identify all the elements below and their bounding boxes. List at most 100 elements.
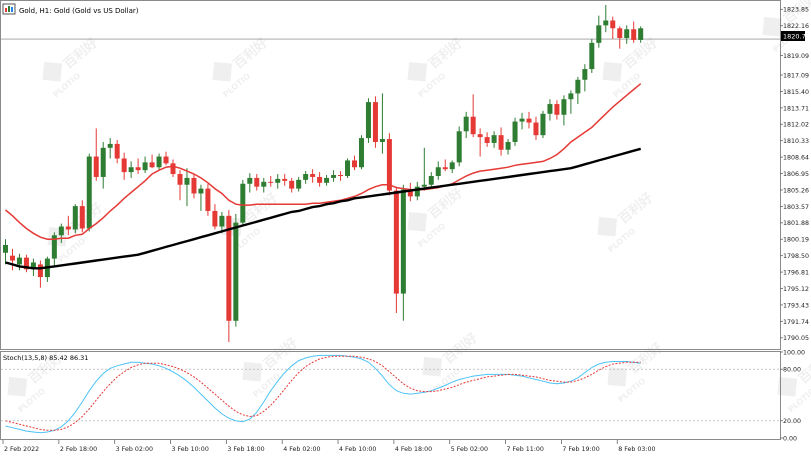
- candle-body: [533, 122, 539, 136]
- time-tick-label: 2 Feb 18:00: [60, 446, 97, 453]
- time-tick-label: 3 Feb 10:00: [172, 446, 209, 453]
- candle-body: [526, 118, 532, 123]
- candle-body: [442, 167, 448, 170]
- price-pane[interactable]: [1, 4, 780, 343]
- price-tick-label: 1805.26: [783, 187, 809, 194]
- stochastic-pane[interactable]: [1, 354, 780, 434]
- candle-body: [135, 167, 141, 171]
- candle-body: [317, 176, 323, 183]
- candle-body: [219, 215, 225, 227]
- price-tick-label: 1806.95: [783, 171, 809, 178]
- watermark-logo: [422, 356, 443, 377]
- watermark-text: 百利好: [231, 35, 271, 72]
- candle-body: [505, 141, 511, 150]
- watermark-logo: [762, 16, 783, 37]
- price-tick-label: 1817.09: [783, 72, 809, 79]
- price-tick-label: 1815.40: [783, 89, 809, 96]
- candle-body: [352, 160, 357, 168]
- time-tick-label: 3 Feb 02:00: [116, 446, 153, 453]
- candle-body: [107, 143, 113, 148]
- candle-body: [198, 188, 204, 194]
- price-tick-label: 1823.85: [783, 7, 809, 14]
- candle-body: [184, 177, 190, 185]
- watermark-text: 百利好: [261, 335, 301, 372]
- watermark-logo: [407, 61, 428, 82]
- candle-body: [470, 116, 476, 135]
- time-tick-label: 2 Feb 2022: [4, 446, 39, 453]
- candle-body: [268, 181, 274, 183]
- price-tick-label: 1796.81: [783, 270, 809, 277]
- candle-body: [568, 93, 574, 100]
- stoch-tick-label: 80.00: [783, 367, 801, 374]
- watermark-logo: [7, 376, 28, 397]
- watermark-logo: [242, 361, 263, 382]
- candle-body: [345, 160, 351, 176]
- watermark-logo: [212, 61, 233, 82]
- candle-body: [365, 102, 371, 139]
- candle-body: [58, 226, 64, 236]
- price-tick-label: 1801.88: [783, 220, 809, 227]
- candle-body: [449, 162, 455, 170]
- time-tick-label: 4 Feb 18:00: [395, 446, 432, 453]
- candle-body: [121, 158, 127, 173]
- candle-body: [498, 135, 504, 150]
- candle-body: [9, 255, 15, 261]
- candle-body: [540, 113, 546, 136]
- candle-body: [631, 29, 637, 40]
- price-tick-label: 1803.57: [783, 204, 809, 211]
- candle-body: [296, 179, 302, 189]
- watermark-logo: [597, 216, 618, 237]
- candle-body: [233, 222, 239, 321]
- candle-body: [421, 184, 427, 187]
- candle-body: [603, 20, 609, 26]
- stochastic-axis: 100.00 80.00 20.00 0.00: [780, 349, 805, 442]
- candle-body: [617, 28, 623, 38]
- price-tick-label: 1808.64: [783, 155, 809, 162]
- candle-body: [484, 137, 490, 143]
- watermark-logo: [777, 376, 798, 397]
- stoch-pane-border: [0, 351, 781, 440]
- price-tick-label: 1819.09: [783, 53, 809, 60]
- current-price-tag: 1820.79: [781, 31, 810, 41]
- candle-body: [519, 118, 525, 122]
- candle-body: [142, 162, 148, 171]
- candle-body: [212, 210, 218, 227]
- candle-body: [93, 156, 99, 177]
- stoch-tick-label: 0.00: [783, 435, 797, 442]
- candle-body: [331, 175, 337, 178]
- watermark-text: 百利好: [616, 190, 656, 227]
- time-tick-label: 5 Feb 02:00: [451, 446, 488, 453]
- candle-body: [407, 189, 413, 197]
- price-tick-label: 1791.74: [783, 319, 809, 326]
- candle-body: [282, 178, 288, 181]
- candle-body: [275, 178, 281, 183]
- watermark-text: 百利好: [61, 35, 101, 72]
- price-tick-label: 1822.16: [783, 23, 809, 30]
- watermark-text: 百利好: [441, 330, 481, 367]
- candle-body: [596, 25, 602, 43]
- candle-body: [65, 226, 71, 230]
- candle-body: [624, 29, 630, 38]
- candle-body: [435, 167, 441, 176]
- stoch-signal-line: [5, 355, 641, 431]
- candle-body: [72, 206, 78, 230]
- main-pane-border: [0, 0, 781, 350]
- time-axis: 2 Feb 2022 2 Feb 18:00 3 Feb 02:00 3 Feb 10…: [2, 440, 656, 453]
- candle-body: [79, 206, 85, 229]
- candle-body: [261, 181, 267, 187]
- chart-header: Gold, H1: Gold (Gold vs US Dollar): [2, 3, 139, 15]
- candle-body: [170, 163, 176, 175]
- watermark-logo: [47, 226, 68, 247]
- price-axis: 1823.85 1822.16 1819.09 1817.09 1815.40 1813.…: [780, 7, 809, 342]
- candle-body: [638, 28, 644, 40]
- candle-body: [30, 262, 36, 270]
- stoch-tick-label: 20.00: [783, 418, 801, 425]
- candle-body: [372, 102, 378, 142]
- candle-body: [86, 156, 92, 229]
- candle-body: [456, 131, 462, 163]
